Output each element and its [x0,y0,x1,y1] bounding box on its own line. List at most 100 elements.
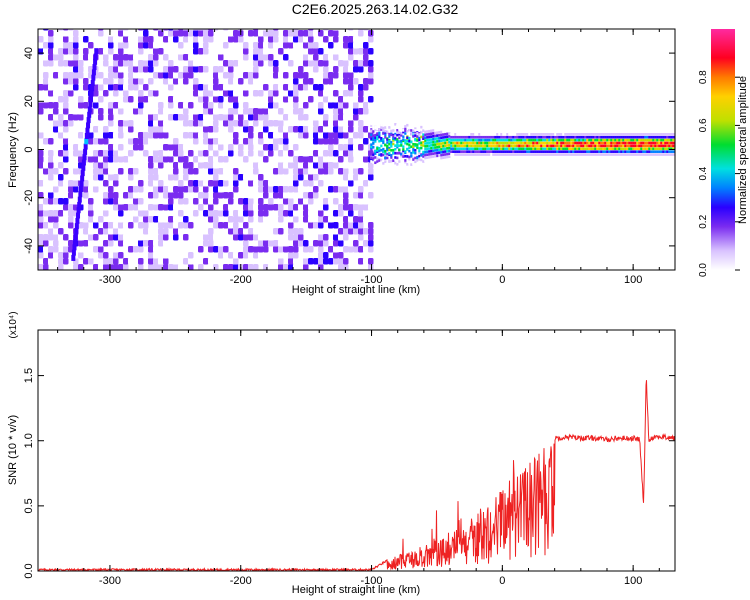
spectrogram-cell [436,151,439,155]
spectrogram-cell [524,147,527,151]
spectrogram-cell [616,153,619,156]
spectrogram-cell [258,48,264,55]
spectrogram-cell [574,150,577,153]
spectrogram-cell [402,155,405,158]
spectrogram-cell [118,168,124,175]
spectrogram-cell [158,258,164,265]
spectrogram-cell [446,155,449,159]
spectrogram-cell [303,204,309,211]
spectrogram-cell [198,234,204,241]
spectrogram-cell [143,42,149,49]
spectrogram-cell [452,133,455,136]
spectrogram-cell [168,120,174,127]
spectrogram-cell [328,48,334,55]
spectrogram-cell [203,162,209,169]
spectrogram-cell [188,210,194,217]
spectrogram-cell [38,36,44,43]
spectrogram-cell [308,66,314,73]
spectrogram-cell [228,78,234,85]
spectrogram-cell [188,90,194,97]
spectrogram-cell [498,147,501,151]
spectrogram-cell [508,135,511,139]
spectrogram-cell [378,135,381,139]
spectrogram-cell [528,138,531,142]
spectrogram-cell [644,150,647,153]
spectrogram-cell [594,138,597,142]
spectrogram-cell [288,186,294,193]
spectrogram-cell [538,138,541,142]
spectrogram-cell [528,153,531,156]
spectrogram-cell [118,132,124,139]
spectrogram-cell [283,156,289,163]
spectrogram-cell [566,153,569,156]
spectrogram-cell [108,132,114,139]
spectrogram-cell [148,240,154,247]
spectrogram-cell [258,156,264,163]
spectrogram-cell [658,150,661,153]
spectrogram-cell [398,132,401,136]
spectrogram-cell [133,30,139,37]
spectrogram-cell [616,147,619,151]
spectrogram-cell [308,54,314,61]
spectrogram-cell [353,78,359,85]
spectrogram-cell [384,153,387,157]
spectrogram-cell [173,96,179,103]
spectrogram-cell [218,84,224,91]
spectrogram-cell [193,180,199,187]
spectrogram-cell [508,141,511,145]
spectrogram-cell [163,156,169,163]
spectrogram-cell [620,133,623,136]
spectrogram-cell [283,192,289,199]
spectrogram-cell [440,127,443,131]
spectrogram-cell [402,145,405,148]
spectrogram-cell [626,153,629,156]
spectrogram-cell [53,156,59,163]
spectrogram-cell [646,135,649,139]
spectrogram-cell [594,144,597,148]
spectrogram-cell [323,120,329,127]
spectrogram-cell [243,168,249,175]
spectrogram-cell [650,144,653,148]
spectrogram-cell [358,258,364,265]
spectrogram-cell [386,118,389,122]
spectrogram-cell [662,147,665,151]
spectrogram-cell [38,204,44,211]
spectrogram-cell [223,90,229,97]
spectrogram-cell [506,144,509,148]
spectrogram-cell [98,138,104,145]
spectrogram-cell [273,168,279,175]
spectrogram-cell [193,90,199,97]
spectrogram-cell [79,180,84,187]
spectrogram-cell [198,150,204,157]
spectrogram-cell [584,135,587,139]
spectrogram-cell [333,186,339,193]
spectrogram-cell [384,119,387,123]
spectrogram-cell [644,138,647,142]
spectrogram-cell [218,114,224,121]
spectrogram-cell [428,127,431,130]
spectrogram-cell [263,216,269,223]
spectrogram-cell [508,138,511,142]
spectrogram-cell [208,168,214,175]
spectrogram-cell [368,240,374,247]
spectrogram-cell [416,139,419,142]
spectrogram-cell [163,240,169,247]
spectrogram-cell [514,153,517,156]
spectrogram-cell [263,84,269,91]
spectrogram-cell [303,246,309,253]
spectrogram-cell [660,147,663,151]
spectrogram-cell [163,54,169,61]
spectrogram-cell [38,240,44,247]
spectrogram-cell [63,144,69,151]
spectrogram-cell [58,72,64,79]
spectrogram-cell [476,141,479,145]
spectrogram-cell [63,138,69,145]
spectrogram-cell [213,138,219,145]
spectrogram-cell [298,114,304,121]
spectrogram-cell [308,234,314,241]
spectrogram-cell [263,144,269,151]
spectrogram-cell [133,246,139,253]
spectrogram-cell [133,210,139,217]
spectrogram-cell [654,133,657,136]
spectrogram-cell [258,108,264,115]
